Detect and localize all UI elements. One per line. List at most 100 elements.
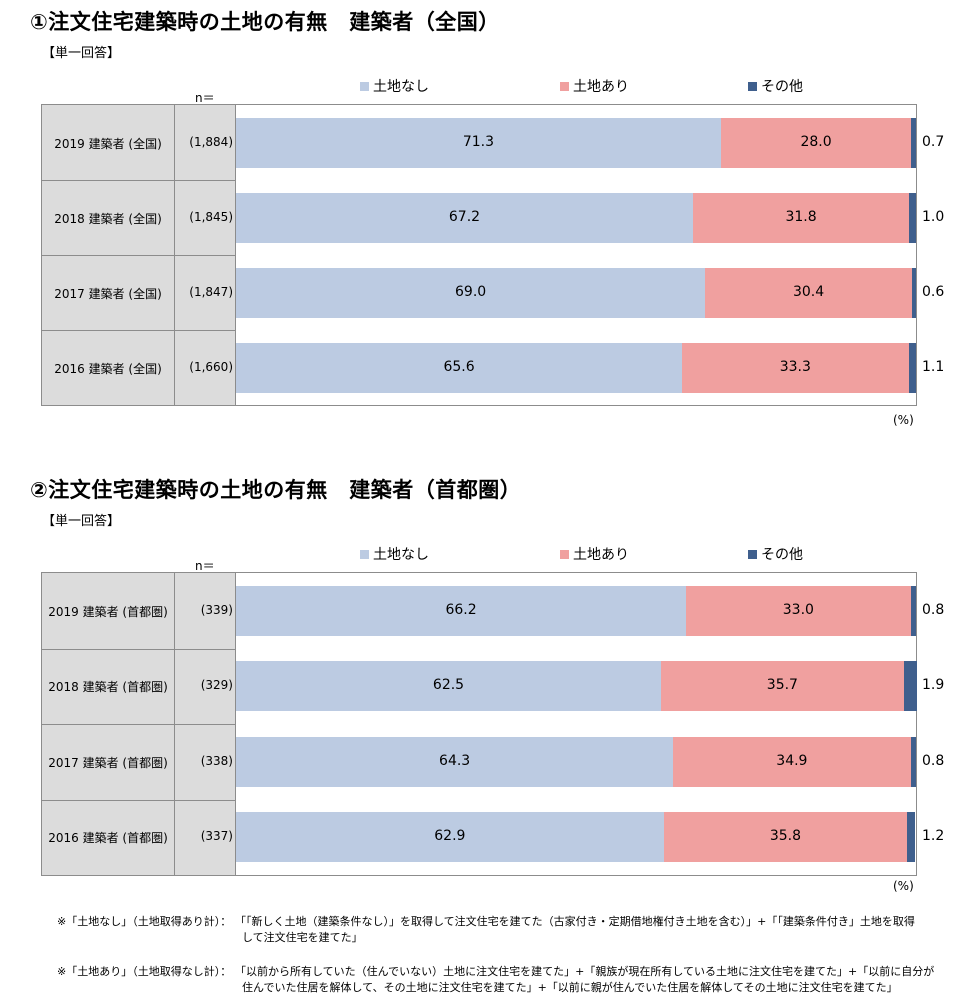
bar-segment-no-land — [236, 585, 687, 636]
row-divider — [42, 724, 236, 725]
bar-segment-other — [910, 736, 916, 787]
sample-size-label: (338) — [200, 753, 233, 768]
bar-segment-no-land — [236, 267, 706, 318]
data-label-other: 0.8 — [922, 601, 945, 618]
data-label: 62.5 — [432, 677, 465, 694]
data-label: 28.0 — [800, 133, 832, 150]
bar-segment-have-land — [661, 661, 904, 712]
row-divider — [42, 180, 236, 181]
bar-segment-have-land — [705, 267, 912, 318]
bar-segment-have-land — [686, 585, 911, 636]
chart-subtitle: 【単一回答】 — [42, 514, 121, 529]
legend-swatch-have-land — [560, 81, 569, 91]
bar-segment-have-land — [692, 192, 910, 243]
legend-swatch-have-land — [560, 549, 569, 559]
sample-size-label: (1,884) — [189, 134, 233, 149]
legend-item-no-land: 土地なし — [360, 76, 429, 96]
chart-section-metro: ②注文住宅建築時の土地の有無 建築者（首都圏） 【単一回答】 土地なし 土地あり… — [0, 468, 970, 908]
data-label: 35.8 — [769, 828, 802, 845]
legend: 土地なし 土地あり その他 — [360, 76, 820, 96]
category-label: 2018 建築者 (首都圏) — [48, 680, 168, 695]
bar-segment-have-land — [720, 117, 912, 168]
sample-size-label: (329) — [200, 678, 233, 693]
category-label: 2016 建築者 (全国) — [54, 361, 162, 376]
data-label: 62.9 — [434, 828, 466, 845]
legend-item-have-land: 土地あり — [560, 544, 629, 564]
bar-segment-no-land — [236, 661, 661, 712]
n-column-header: n＝ — [195, 91, 215, 105]
n-column-header: n＝ — [195, 559, 215, 573]
legend-swatch-no-land — [360, 549, 369, 559]
row-divider — [42, 255, 236, 256]
data-label: 64.3 — [439, 752, 471, 769]
data-label-other: 0.6 — [922, 283, 945, 300]
bar-segment-have-land — [663, 812, 908, 863]
bar-segment-other — [909, 192, 916, 243]
bar-segment-other — [911, 117, 916, 168]
bar-segment-other — [908, 342, 916, 393]
bar-segment-no-land — [236, 736, 674, 787]
bar-segment-other — [907, 812, 916, 863]
legend-item-other: その他 — [748, 76, 803, 96]
legend-swatch-no-land — [360, 81, 369, 91]
legend-label: 土地なし — [373, 547, 429, 563]
bar-segment-have-land — [673, 736, 911, 787]
data-label: 33.0 — [782, 601, 814, 618]
bar-segment-have-land — [682, 342, 909, 393]
legend-item-other: その他 — [748, 544, 803, 564]
legend: 土地なし 土地あり その他 — [360, 544, 820, 564]
row-divider — [42, 799, 236, 801]
data-label-other: 0.8 — [922, 752, 945, 769]
unit-label: (%) — [893, 413, 914, 427]
data-label: 65.6 — [443, 358, 475, 375]
data-label: 34.9 — [776, 752, 808, 769]
data-label-other: 1.9 — [922, 677, 945, 694]
bar-segment-no-land — [236, 117, 721, 168]
chart-section-national: ①注文住宅建築時の土地の有無 建築者（全国） 【単一回答】 土地なし 土地あり … — [0, 0, 970, 440]
bar-segment-no-land — [236, 812, 664, 863]
sample-size-label: (1,847) — [189, 284, 233, 299]
category-label: 2016 建築者 (首都圏) — [48, 831, 168, 846]
category-label: 2017 建築者 (首都圏) — [48, 755, 168, 770]
footnote-no-land-text: して注文住宅を建てた」 — [242, 931, 363, 944]
category-label: 2019 建築者 (首都圏) — [48, 604, 168, 619]
data-label: 35.7 — [766, 677, 798, 694]
footnote-have-land-label: ※「土地あり」（土地取得なし計）： — [57, 965, 232, 978]
legend-label: その他 — [761, 547, 803, 563]
data-label: 69.0 — [455, 283, 487, 300]
sample-size-label: (1,660) — [189, 359, 233, 374]
legend-item-have-land: 土地あり — [560, 76, 629, 96]
unit-label: (%) — [893, 879, 914, 893]
data-label-other: 1.1 — [922, 358, 945, 375]
data-label: 33.3 — [779, 358, 811, 375]
stacked-bar-table: 2019 建築者 (全国) (1,884) 71.3 28.0 0.7 2018 建築者 … — [41, 104, 944, 406]
sample-size-label: (1,845) — [189, 209, 233, 224]
legend-label: 土地なし — [373, 79, 429, 95]
legend-item-no-land: 土地なし — [360, 544, 429, 564]
chart-title: ①注文住宅建築時の土地の有無 建築者（全国） — [30, 10, 500, 34]
bar-segment-other — [911, 267, 916, 318]
data-label: 67.2 — [448, 208, 481, 225]
category-label: 2018 建築者 (全国) — [54, 211, 162, 226]
footnote-have-land-text: 住んでいた住居を解体して、その土地に注文住宅を建てた」+「以前に親が住んでいた住… — [242, 981, 898, 994]
legend-swatch-other — [748, 549, 757, 559]
data-label-other: 0.7 — [922, 133, 945, 150]
footnote-no-land-text: 「「新しく土地（建築条件なし）」を取得して注文住宅を建てた（古家付き・定期借地権… — [235, 915, 915, 928]
data-label: 66.2 — [445, 601, 477, 618]
chart-subtitle: 【単一回答】 — [42, 46, 121, 61]
row-divider — [42, 330, 236, 331]
sample-size-label: (337) — [200, 829, 233, 844]
data-label-other: 1.2 — [922, 828, 945, 845]
legend-swatch-other — [748, 81, 757, 91]
data-label: 71.3 — [462, 133, 494, 150]
category-label: 2019 建築者 (全国) — [54, 136, 162, 151]
data-label-other: 1.0 — [922, 208, 945, 225]
legend-label: その他 — [761, 79, 803, 95]
legend-label: 土地あり — [573, 547, 629, 563]
sample-size-label: (339) — [200, 602, 233, 617]
legend-label: 土地あり — [573, 79, 629, 95]
row-divider — [42, 648, 236, 650]
bar-segment-other — [910, 585, 916, 636]
chart-title: ②注文住宅建築時の土地の有無 建築者（首都圏） — [30, 478, 522, 502]
footnote-no-land-label: ※「土地なし」（土地取得あり計）： — [57, 915, 232, 928]
